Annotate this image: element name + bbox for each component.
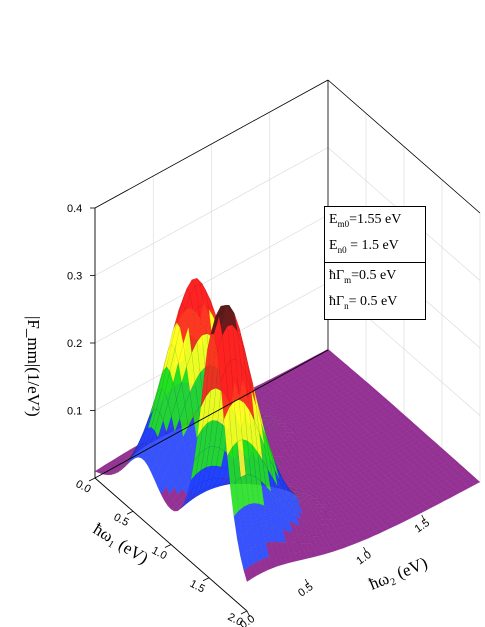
surface-mesh: [94, 278, 481, 582]
top-edge: [327, 79, 481, 214]
surface-patch: [344, 540, 354, 547]
y-tick-label: 1.5: [413, 517, 432, 536]
surface-patch: [258, 558, 268, 573]
z-tick-label: 0.1: [67, 406, 82, 418]
y-tick-mark: [246, 610, 251, 618]
surface-patch: [294, 551, 303, 561]
legend-energies: Em0=1.55 eV En0 = 1.5 eV: [324, 206, 426, 264]
y-tick-mark: [363, 546, 367, 554]
z-axis-label: |F_mm|(1/eV²): [24, 316, 43, 417]
surface-patch: [456, 487, 465, 493]
legend-widths: ħΓm=0.5 eV ħΓn= 0.5 eV: [324, 262, 426, 320]
surface-patch: [410, 510, 420, 517]
z-tick-label: 0.2: [67, 338, 82, 350]
y-axis: [94, 349, 329, 479]
surface-patch: [441, 495, 450, 501]
z-tick-label: 0.3: [67, 271, 82, 283]
x-tick-mark: [164, 544, 172, 548]
surface-patch: [370, 530, 379, 536]
surface-patch: [248, 563, 258, 579]
surface-patch: [375, 527, 384, 534]
x-tick-mark: [88, 477, 96, 482]
surface-patch: [329, 545, 339, 552]
x-tick-label: 2.0: [226, 611, 245, 627]
top-edge: [94, 79, 329, 209]
x-tick-mark: [202, 577, 210, 582]
legend-gamma-n: ħΓn= 0.5 eV: [329, 293, 398, 311]
legend-em0: Em0=1.55 eV: [329, 212, 402, 229]
z-tick-label: 0.4: [67, 203, 82, 215]
x-tick-mark: [126, 510, 134, 515]
surface-patch: [243, 566, 253, 582]
y-tick-label: 0.5: [296, 581, 315, 600]
y-tick-label: 0.0: [238, 613, 257, 627]
y-axis-label: ħω₂ (eV): [366, 553, 430, 593]
x-tick-mark: [240, 610, 248, 615]
surface-patch: [461, 484, 471, 491]
y-tick-mark: [421, 514, 426, 522]
y-tick-mark: [304, 578, 309, 586]
legend-gamma-m: ħΓm=0.5 eV: [329, 268, 397, 285]
legend-en0: En0 = 1.5 eV: [329, 237, 399, 255]
surface-patch: [466, 481, 476, 488]
y-tick-label: 1.0: [354, 549, 373, 568]
